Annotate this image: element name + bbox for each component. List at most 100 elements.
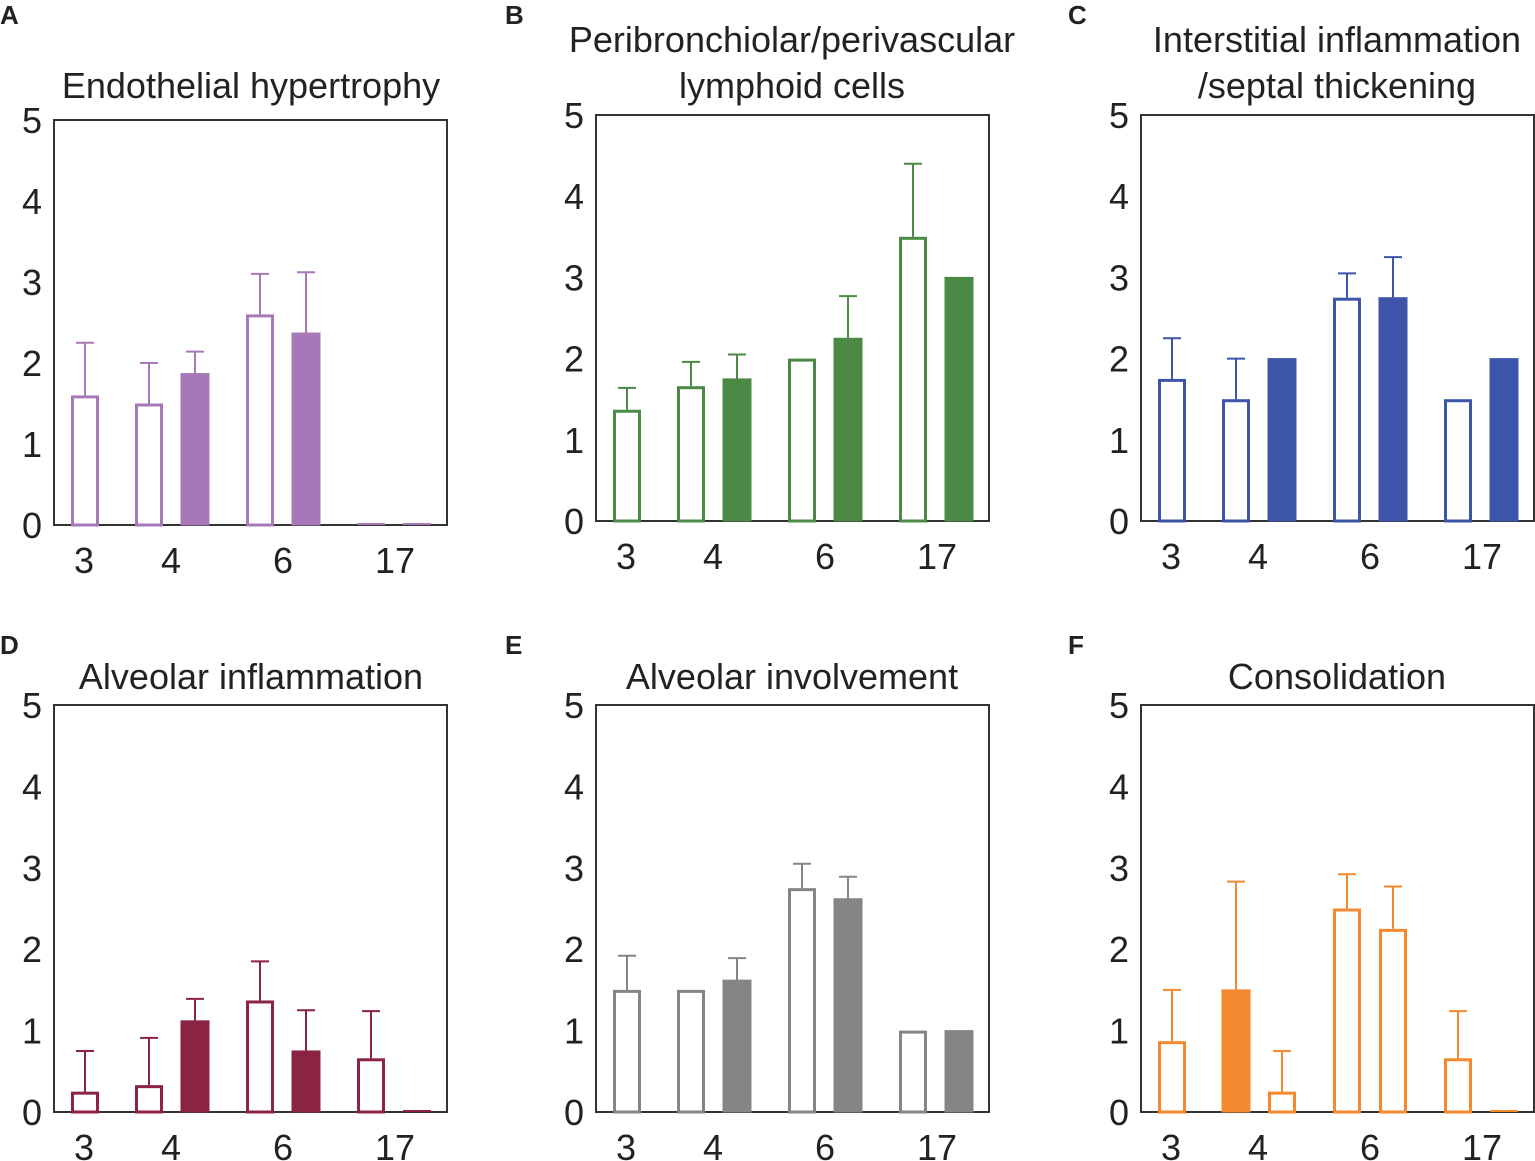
y-tick-label: 0 [564,1092,584,1133]
y-tick-label: 5 [22,685,42,726]
bar-open [1444,1058,1472,1114]
y-tick-label: 2 [22,343,42,384]
bar-open [1158,1041,1186,1114]
y-tick-label: 5 [564,95,584,136]
panel-e: E Alveolar involvement 0 1 2 3 4 5 3 4 6 17 [505,630,990,1161]
x-tick-label: 4 [1248,1127,1268,1161]
chart-title-line: lymphoid cells [679,65,905,106]
x-tick-label: 17 [917,1127,957,1161]
bar-open [1444,399,1472,523]
y-tick-label: 0 [22,1092,42,1133]
bar-filled [1221,989,1251,1113]
x-tick-label: 3 [616,1127,636,1161]
bar-filled [944,276,974,522]
bar-open [613,409,641,523]
y-tick-label: 4 [564,766,584,807]
bar-open [1333,297,1361,523]
y-tick-label: 0 [1109,501,1129,542]
y-tick-label: 1 [22,424,42,465]
panel-label: F [1068,630,1084,660]
bar-open [135,403,163,527]
bar-filled [291,1050,321,1113]
y-tick-label: 1 [1109,1011,1129,1052]
bar-open [71,395,99,527]
bar-open [677,989,705,1114]
y-tick-label: 5 [22,100,42,141]
panel-b: B Peribronchiolar/perivascular lymphoid ce… [505,0,1015,577]
bar-open [246,314,274,527]
bar-filled [1489,358,1519,522]
y-tick-label: 1 [22,1011,42,1052]
x-tick-label: 6 [273,1127,293,1161]
y-tick-label: 3 [564,848,584,889]
x-tick-label: 17 [1462,1127,1502,1161]
bar-open [1333,908,1361,1114]
bar-filled [180,373,210,526]
bar-open [788,358,816,523]
chart-title-line: Alveolar inflammation [79,656,423,697]
bar-open [1268,1091,1296,1114]
y-tick-label: 3 [22,848,42,889]
x-tick-label: 4 [161,1127,181,1161]
panel-label: C [1068,0,1087,30]
bar-filled [291,332,321,526]
y-tick-label: 0 [1109,1092,1129,1133]
x-tick-label: 6 [815,1127,835,1161]
x-tick-label: 17 [1462,536,1502,577]
x-tick-label: 4 [703,1127,723,1161]
bar-open [246,1000,274,1114]
x-tick-label: 3 [1161,536,1181,577]
x-tick-label: 4 [1248,536,1268,577]
chart-title-line: Alveolar involvement [626,656,958,697]
y-tick-label: 2 [1109,929,1129,970]
bar-filled [722,979,752,1113]
x-tick-label: 17 [375,540,415,581]
y-tick-label: 4 [22,181,42,222]
chart-title-line: Interstitial inflammation [1153,19,1521,60]
bar-open [899,1030,927,1114]
bar-open [1158,378,1186,523]
y-tick-label: 4 [22,766,42,807]
panel-label: E [505,630,522,660]
x-tick-label: 6 [815,536,835,577]
y-tick-label: 1 [564,1011,584,1052]
y-tick-label: 0 [564,501,584,542]
bar-open [71,1091,99,1114]
x-tick-label: 17 [917,536,957,577]
bar-open [899,236,927,523]
chart-title-line: /septal thickening [1198,65,1476,106]
bar-open [1379,928,1407,1114]
x-tick-label: 17 [375,1127,415,1161]
y-tick-label: 5 [1109,95,1129,136]
y-tick-label: 3 [1109,848,1129,889]
y-tick-label: 4 [564,176,584,217]
panel-label: B [505,0,524,30]
bar-filled [1267,358,1297,522]
y-tick-label: 1 [564,420,584,461]
x-tick-label: 3 [1161,1127,1181,1161]
y-tick-label: 5 [564,685,584,726]
bar-filled [722,378,752,522]
bar-filled [180,1020,210,1113]
bar-open [135,1085,163,1114]
y-tick-label: 3 [1109,257,1129,298]
x-tick-label: 4 [161,540,181,581]
y-tick-label: 1 [1109,420,1129,461]
x-tick-label: 3 [74,540,94,581]
bar-open [788,888,816,1114]
y-tick-label: 0 [22,505,42,546]
chart-title-line: Peribronchiolar/perivascular [569,19,1015,60]
panel-a: A Endothelial hypertrophy 0 1 2 3 4 5 3 4 6 17 [0,0,448,581]
y-tick-label: 2 [564,929,584,970]
panel-d: D Alveolar inflammation 0 1 2 3 4 5 3 4 6 17 [0,630,448,1161]
chart-title-line: Endothelial hypertrophy [62,65,440,106]
x-tick-label: 4 [703,536,723,577]
x-tick-label: 6 [1360,1127,1380,1161]
y-tick-label: 3 [564,257,584,298]
chart-title-line: Consolidation [1228,656,1446,697]
y-tick-label: 2 [1109,339,1129,380]
x-tick-label: 6 [273,540,293,581]
panel-label: D [0,630,19,660]
bar-open [1222,399,1250,523]
